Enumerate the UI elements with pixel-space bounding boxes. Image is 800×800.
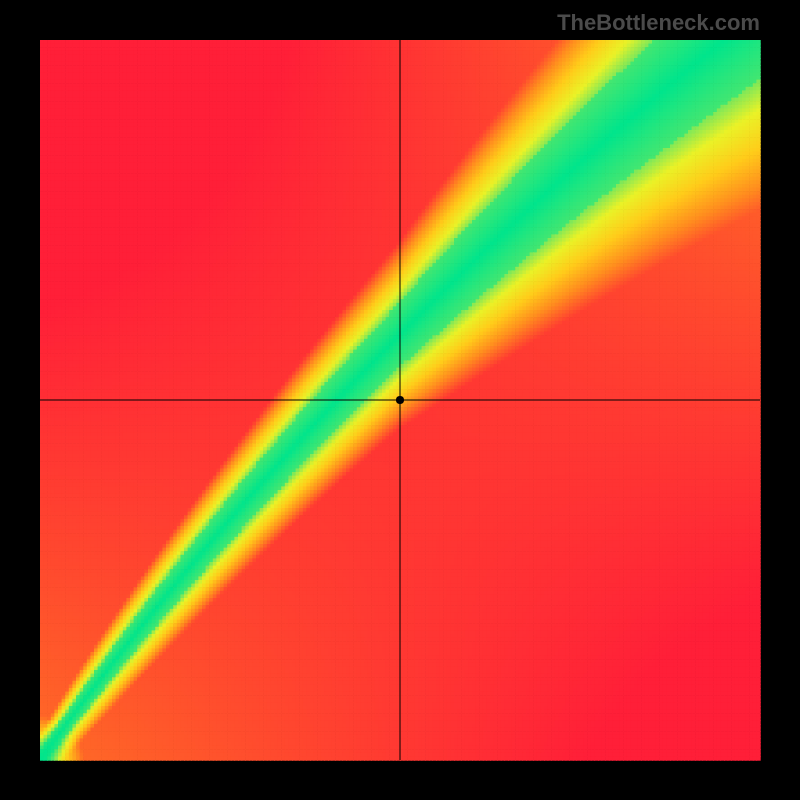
chart-container: TheBottleneck.com — [0, 0, 800, 800]
bottleneck-heatmap-canvas — [0, 0, 800, 800]
watermark-text: TheBottleneck.com — [557, 10, 760, 36]
